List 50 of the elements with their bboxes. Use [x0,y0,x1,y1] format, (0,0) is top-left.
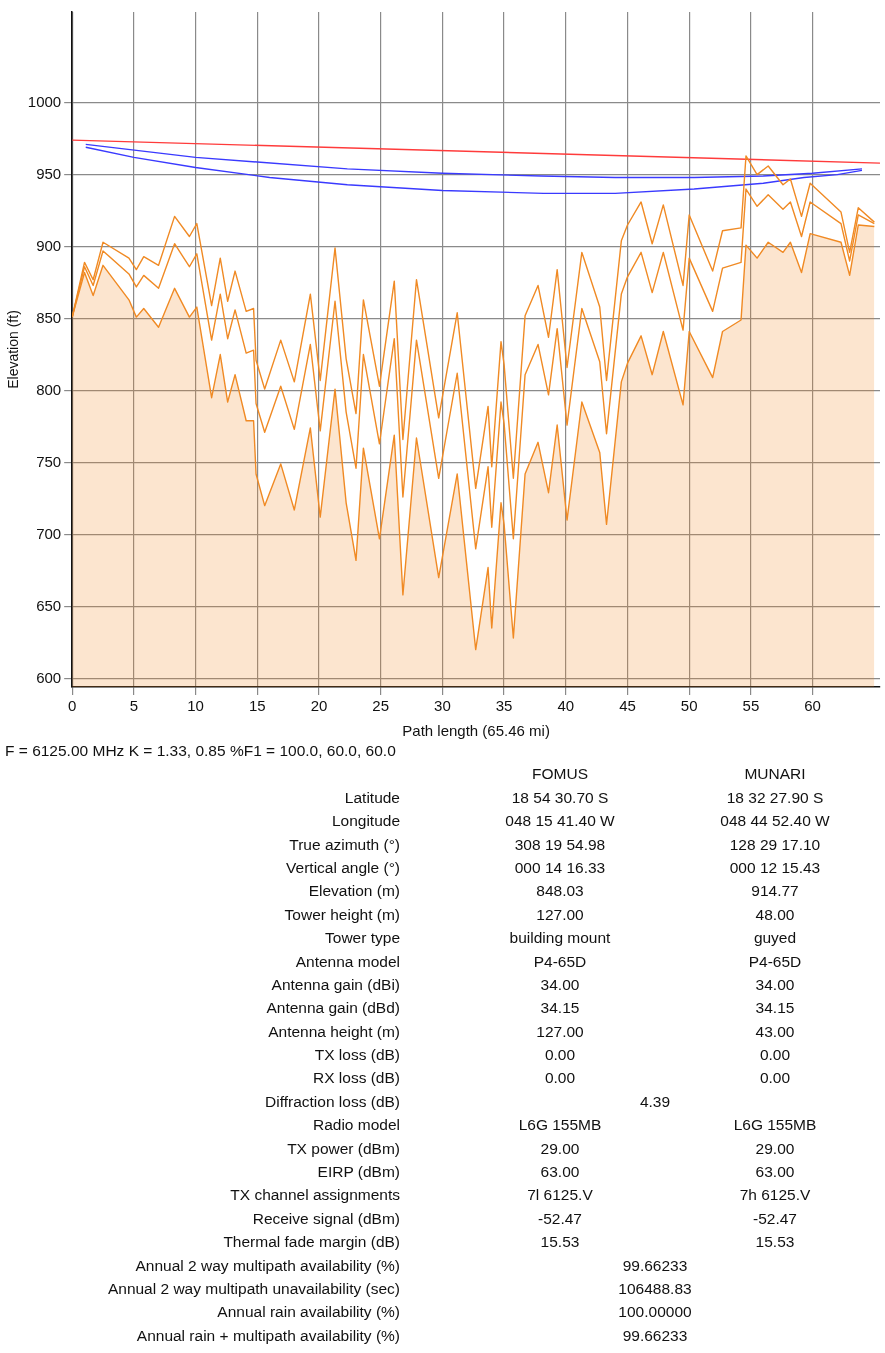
text: RX loss (dB) 0.00 0.00 [313,1069,791,1087]
text: Antenna height (m) 127.00 43.00 [268,1022,795,1040]
text: EIRP (dBm) 63.00 63.00 [317,1163,795,1181]
text: Radio model L6G 155MB L6G 155MB [312,1116,817,1134]
y-tick-label: 850 [36,308,62,326]
text: Tower height (m) 127.00 48.00 [284,905,795,923]
x-tick-label: 5 [129,697,139,715]
x-tick-label: 40 [557,697,575,715]
y-tick-label: 800 [36,380,62,398]
text: Longitude 048 15 41.40 W 048 44 52.40 W [331,812,830,830]
text: Diffraction loss (dB) 4.39 [265,1092,671,1110]
x-tick-label: 0 [68,697,77,715]
text: TX power (dBm) 29.00 29.00 [287,1139,795,1157]
text: Annual 2 way multipath unavailability (sec) 106488.83 [107,1279,692,1297]
y-tick-label: 650 [36,596,62,614]
text: Receive signal (dBm) -52.47 -52.47 [252,1209,797,1227]
text: Antenna gain (dBd) 34.15 34.15 [266,999,795,1017]
y-axis-title: Elevation (ft) [5,310,22,389]
text: Latitude 18 54 30.70 S 18 32 27.90 S [344,788,824,806]
x-tick-label: 45 [619,697,636,715]
x-tick-label: 35 [495,697,513,715]
y-tick-label: 600 [36,668,62,686]
text: F = 6125.00 MHz K = 1.33, 0.85 %F1 = 100.0, 60.0, 60.0 [5,742,396,760]
text: Thermal fade margin (dB) 15.53 15.53 [223,1233,795,1251]
text: TX channel assignments 7l 6125.V 7h 6125.V [230,1186,811,1204]
y-tick-label: 700 [36,524,62,542]
x-tick-label: 20 [310,697,328,715]
text: Annual rain availability (%) 100.00000 [217,1303,692,1321]
y-tick-label: 900 [36,236,62,254]
x-axis-title: Path length (65.46 mi) [402,722,550,740]
text: FOMUS MUNARI [532,765,806,783]
text: True azimuth (°) 308 19 54.98 128 29 17.10 [289,835,821,853]
text: Annual 2 way multipath availability (%) 99.66233 [135,1256,688,1274]
x-tick-label: 60 [804,697,821,715]
text: Antenna gain (dBi) 34.00 34.00 [271,975,795,993]
x-tick-label: 25 [372,697,390,715]
y-tick-label: 1000 [27,92,62,110]
y-tick-label: 750 [36,452,62,470]
text: Tower type building mount guyed [325,929,797,947]
text: TX loss (dB) 0.00 0.00 [314,1046,791,1064]
y-tick-label: 950 [36,164,62,182]
text: Elevation (m) 848.03 914.77 [308,882,799,900]
text: Annual rain + multipath availability (%) 99.66233 [136,1326,688,1344]
x-tick-label: 10 [187,697,204,715]
text: Vertical angle (°) 000 14 16.33 000 12 15.43 [286,858,821,876]
x-tick-label: 50 [680,697,698,715]
x-tick-label: 55 [742,697,760,715]
x-tick-label: 30 [434,697,451,715]
x-tick-label: 15 [248,697,266,715]
text: Antenna model P4-65D P4-65D [295,952,802,970]
